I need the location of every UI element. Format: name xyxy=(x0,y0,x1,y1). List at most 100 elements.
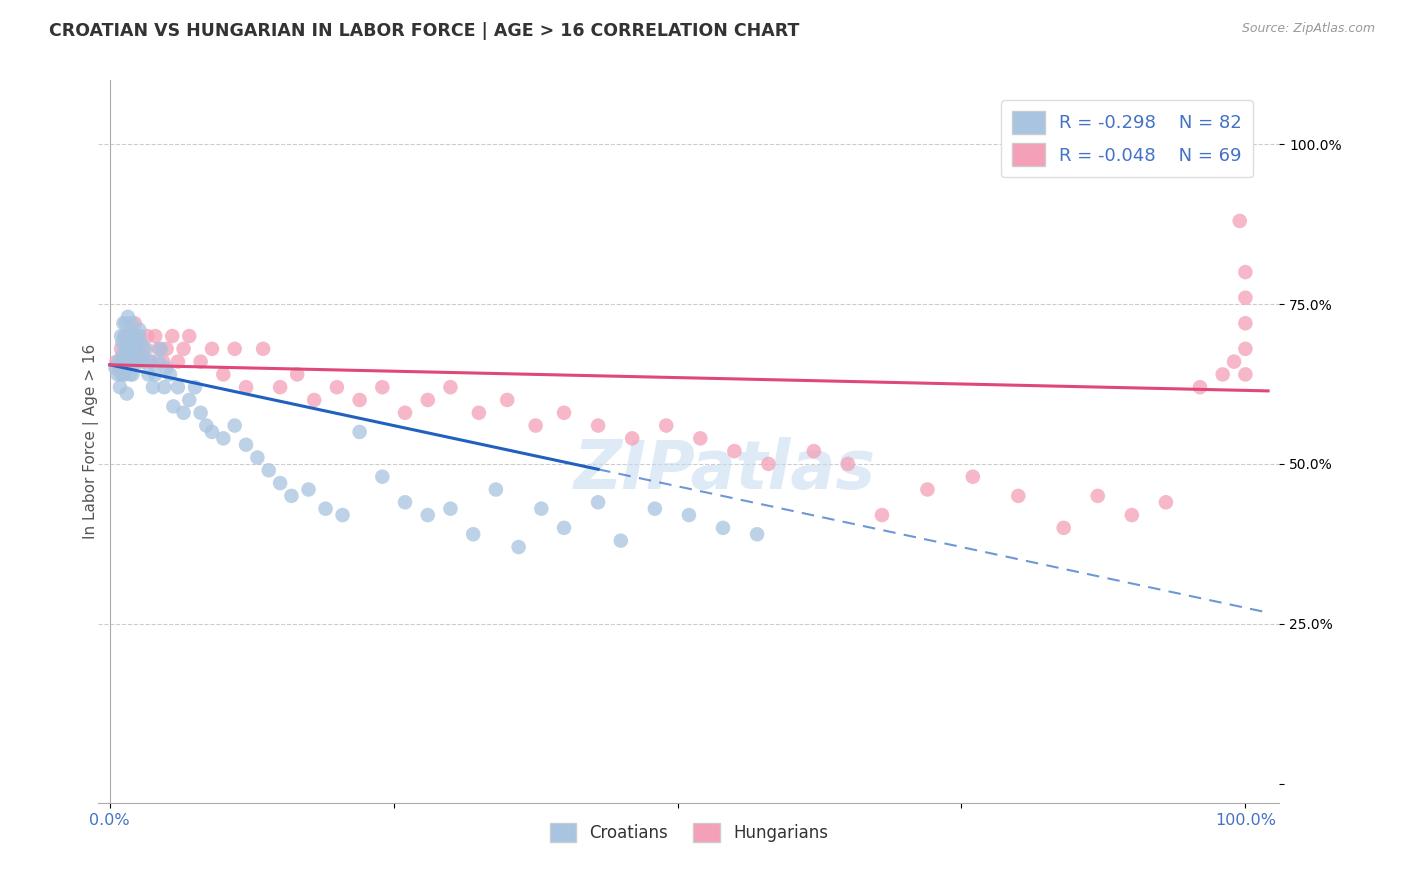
Point xyxy=(120,335,142,350)
Point xyxy=(269,476,291,491)
Point xyxy=(496,392,519,407)
Point xyxy=(120,329,142,343)
Point xyxy=(110,329,132,343)
Point xyxy=(135,342,157,356)
Point xyxy=(1229,214,1251,228)
Point xyxy=(179,392,201,407)
Point xyxy=(108,361,131,376)
Point xyxy=(212,368,235,382)
Point xyxy=(108,380,131,394)
Point xyxy=(195,418,218,433)
Point xyxy=(1007,489,1029,503)
Point xyxy=(132,354,155,368)
Point xyxy=(105,354,128,368)
Point xyxy=(162,329,183,343)
Point xyxy=(269,380,291,394)
Point xyxy=(162,400,184,414)
Point xyxy=(439,501,461,516)
Point xyxy=(107,368,129,382)
Point xyxy=(110,342,132,356)
Point xyxy=(120,316,142,330)
Point xyxy=(117,348,139,362)
Point xyxy=(114,368,136,382)
Point xyxy=(837,457,859,471)
Point xyxy=(224,418,246,433)
Point xyxy=(235,380,257,394)
Point xyxy=(201,425,224,439)
Point xyxy=(190,406,212,420)
Point xyxy=(758,457,780,471)
Point xyxy=(112,354,135,368)
Point xyxy=(1234,291,1257,305)
Point xyxy=(870,508,893,522)
Point xyxy=(553,521,575,535)
Point xyxy=(112,316,135,330)
Point xyxy=(711,521,734,535)
Point xyxy=(114,329,136,343)
Point xyxy=(1053,521,1076,535)
Point xyxy=(212,431,235,445)
Point xyxy=(139,354,162,368)
Point xyxy=(142,380,165,394)
Point xyxy=(122,329,145,343)
Point xyxy=(125,354,148,368)
Point xyxy=(121,354,143,368)
Point xyxy=(1234,368,1257,382)
Point xyxy=(120,368,142,382)
Point xyxy=(917,483,939,497)
Point xyxy=(128,323,150,337)
Point xyxy=(111,348,134,362)
Point xyxy=(120,348,142,362)
Point xyxy=(394,406,416,420)
Point xyxy=(201,342,224,356)
Legend: Croatians, Hungarians: Croatians, Hungarians xyxy=(543,816,835,848)
Y-axis label: In Labor Force | Age > 16: In Labor Force | Age > 16 xyxy=(83,344,98,539)
Point xyxy=(678,508,700,522)
Point xyxy=(1234,342,1257,356)
Point xyxy=(152,354,174,368)
Point xyxy=(485,483,508,497)
Point xyxy=(149,342,172,356)
Point xyxy=(138,368,160,382)
Point xyxy=(349,392,371,407)
Point xyxy=(285,368,308,382)
Text: ZIPatlas: ZIPatlas xyxy=(574,437,876,503)
Point xyxy=(111,335,134,350)
Point xyxy=(1087,489,1109,503)
Point xyxy=(246,450,269,465)
Point xyxy=(1234,137,1257,152)
Point xyxy=(155,361,177,376)
Text: CROATIAN VS HUNGARIAN IN LABOR FORCE | AGE > 16 CORRELATION CHART: CROATIAN VS HUNGARIAN IN LABOR FORCE | A… xyxy=(49,22,800,40)
Point xyxy=(159,368,181,382)
Point xyxy=(1223,354,1246,368)
Point xyxy=(416,508,439,522)
Point xyxy=(803,444,825,458)
Point xyxy=(1234,316,1257,330)
Point xyxy=(745,527,768,541)
Point xyxy=(148,342,170,356)
Point xyxy=(439,380,461,394)
Point xyxy=(586,418,609,433)
Point xyxy=(689,431,711,445)
Point xyxy=(224,342,246,356)
Point xyxy=(235,438,257,452)
Point xyxy=(131,354,153,368)
Point xyxy=(115,335,138,350)
Point xyxy=(463,527,485,541)
Point xyxy=(125,342,148,356)
Point xyxy=(257,463,280,477)
Text: Source: ZipAtlas.com: Source: ZipAtlas.com xyxy=(1241,22,1375,36)
Point xyxy=(371,380,394,394)
Point xyxy=(610,533,633,548)
Point xyxy=(153,380,176,394)
Point xyxy=(124,354,146,368)
Point xyxy=(349,425,371,439)
Point xyxy=(371,469,394,483)
Point xyxy=(326,380,349,394)
Point xyxy=(118,329,141,343)
Point xyxy=(117,310,139,324)
Point xyxy=(108,354,131,368)
Point xyxy=(190,354,212,368)
Point xyxy=(128,329,150,343)
Point xyxy=(143,329,166,343)
